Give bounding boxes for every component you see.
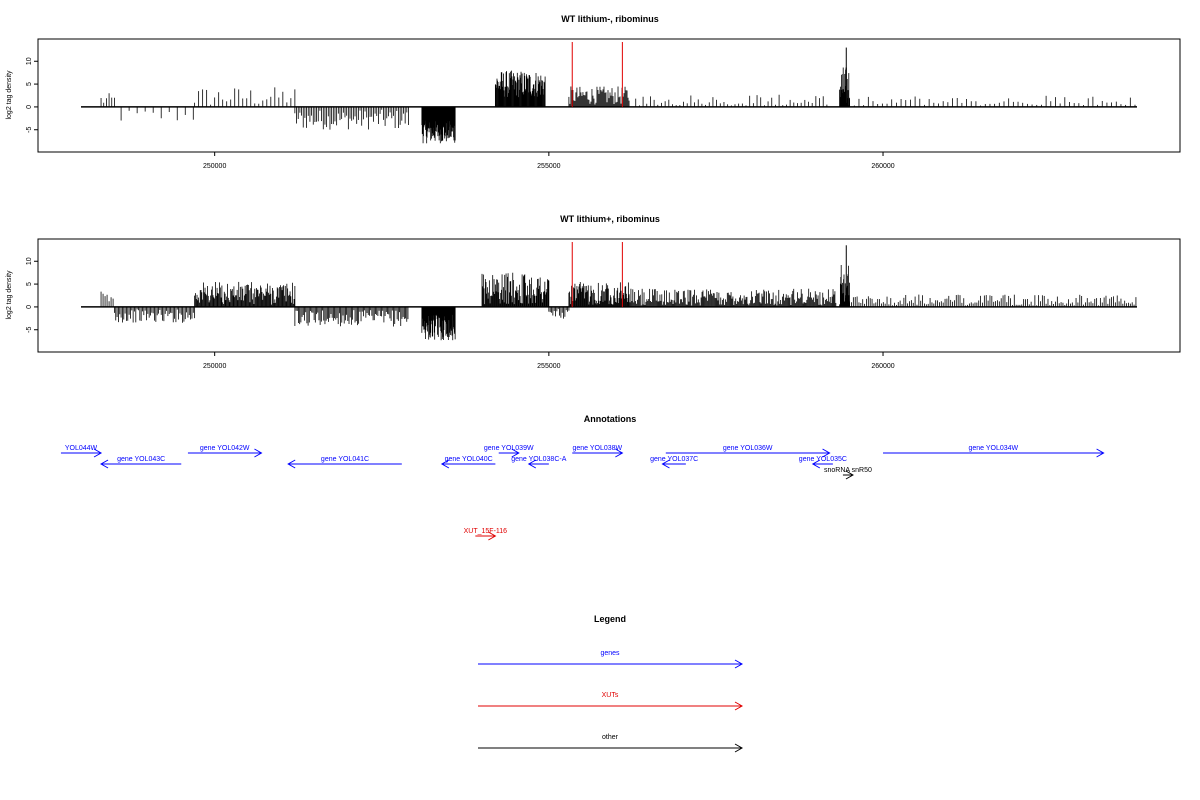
x-axis: 250000 255000 260000 — [203, 151, 895, 170]
x-tick-label: 250000 — [203, 363, 226, 370]
red-marker-lines — [571, 242, 623, 307]
track-panel-lithium-plus: WT lithium+, ribominus log2 tag density … — [6, 214, 1181, 370]
feature-label: XUT_15F-116 — [464, 528, 508, 535]
x-tick-label: 255000 — [537, 163, 560, 170]
feature-arrowhead — [845, 470, 854, 480]
feature-arrowhead — [822, 448, 831, 458]
feature-label: gene YOL037C — [650, 456, 698, 463]
y-axis: -5 0 5 10 — [26, 257, 39, 333]
y-axis: -5 0 5 10 — [26, 57, 39, 133]
feature-arrowhead — [440, 459, 450, 469]
feature-arrowhead — [811, 459, 821, 469]
track-panel-lithium-minus: WT lithium-, ribominus log2 tag density … — [6, 14, 1181, 170]
y-tick-label: 0 — [26, 105, 33, 109]
annotation-features: YOL044W gene YOL043C gene YOL042W gene YOL0… — [60, 445, 1105, 541]
feature-label: gene YOL036W — [723, 445, 773, 452]
y-tick-label: 10 — [26, 57, 33, 65]
annotation-feature: gene YOL041C — [287, 456, 402, 469]
x-tick-label: 250000 — [203, 163, 226, 170]
red-marker-lines — [571, 42, 623, 107]
y-axis-label: log2 tag density — [6, 70, 13, 120]
feature-label: gene YOL041C — [321, 456, 369, 463]
y-tick-label: 5 — [26, 82, 33, 86]
x-tick-label: 260000 — [871, 363, 894, 370]
annotation-feature: gene YOL040C — [440, 456, 496, 469]
annotation-feature: gene YOL039W — [484, 445, 534, 458]
feature-label: gene YOL043C — [117, 456, 165, 463]
annotation-feature: gene YOL035C — [799, 456, 847, 469]
legend-panel: Legend genes XUTs other — [478, 614, 744, 753]
feature-arrowhead — [511, 448, 520, 458]
density-bars — [81, 245, 1137, 341]
legend-title: Legend — [594, 614, 626, 624]
y-tick-label: 10 — [26, 257, 33, 265]
x-tick-label: 260000 — [871, 163, 894, 170]
legend-items: genes XUTs other — [478, 650, 744, 753]
legend-item: XUTs — [478, 692, 744, 711]
annotation-feature: gene YOL036W — [665, 445, 831, 458]
feature-arrowhead — [254, 448, 263, 458]
legend-item: genes — [478, 650, 744, 669]
feature-arrowhead — [100, 459, 109, 469]
annotation-feature: YOL044W — [60, 445, 103, 458]
track-title: WT lithium-, ribominus — [561, 14, 659, 24]
track-title: WT lithium+, ribominus — [560, 214, 660, 224]
feature-arrowhead — [615, 448, 624, 458]
density-bars — [81, 47, 1137, 144]
annotation-feature: gene YOL043C — [100, 456, 182, 469]
y-tick-label: -5 — [26, 327, 33, 333]
y-tick-label: 5 — [26, 282, 33, 286]
annotations-panel: Annotations YOL044W gene YOL043C gene YOL0… — [60, 414, 1105, 541]
feature-arrowhead — [527, 459, 537, 469]
legend-arrowhead — [734, 743, 744, 753]
y-tick-label: 0 — [26, 305, 33, 309]
feature-label: snoRNA snR50 — [824, 467, 872, 474]
plot-frame — [37, 38, 1181, 153]
legend-label: genes — [600, 650, 620, 657]
annotation-feature: gene YOL038W — [572, 445, 624, 458]
legend-item: other — [478, 734, 744, 753]
x-axis: 250000 255000 260000 — [203, 351, 895, 370]
legend-label: XUTs — [602, 692, 619, 699]
feature-label: gene YOL034W — [968, 445, 1018, 452]
feature-arrowhead — [488, 531, 497, 541]
y-tick-label: -5 — [26, 127, 33, 133]
feature-arrowhead — [661, 459, 670, 469]
legend-arrowhead — [734, 659, 744, 669]
feature-label: YOL044W — [65, 445, 98, 452]
feature-label: gene YOL038C-A — [511, 456, 566, 463]
feature-label: gene YOL035C — [799, 456, 847, 463]
annotation-feature: gene YOL042W — [187, 445, 263, 458]
y-axis-label: log2 tag density — [6, 270, 13, 320]
legend-arrowhead — [734, 701, 744, 711]
annotation-feature: gene YOL038C-A — [511, 456, 567, 469]
feature-label: gene YOL038W — [572, 445, 622, 452]
legend-label: other — [602, 734, 619, 741]
feature-arrowhead — [93, 448, 103, 458]
annotation-feature: gene YOL034W — [883, 445, 1105, 458]
plot-frame — [37, 238, 1181, 353]
feature-arrowhead — [287, 459, 296, 469]
feature-label: gene YOL040C — [445, 456, 493, 463]
annotations-title: Annotations — [584, 414, 637, 424]
feature-label: gene YOL039W — [484, 445, 534, 452]
feature-label: gene YOL042W — [200, 445, 250, 452]
annotation-feature: XUT_15F-116 — [464, 528, 508, 541]
annotation-feature: snoRNA snR50 — [824, 467, 872, 480]
feature-arrowhead — [1096, 448, 1105, 458]
annotation-feature: gene YOL037C — [650, 456, 698, 469]
x-tick-label: 255000 — [537, 363, 560, 370]
